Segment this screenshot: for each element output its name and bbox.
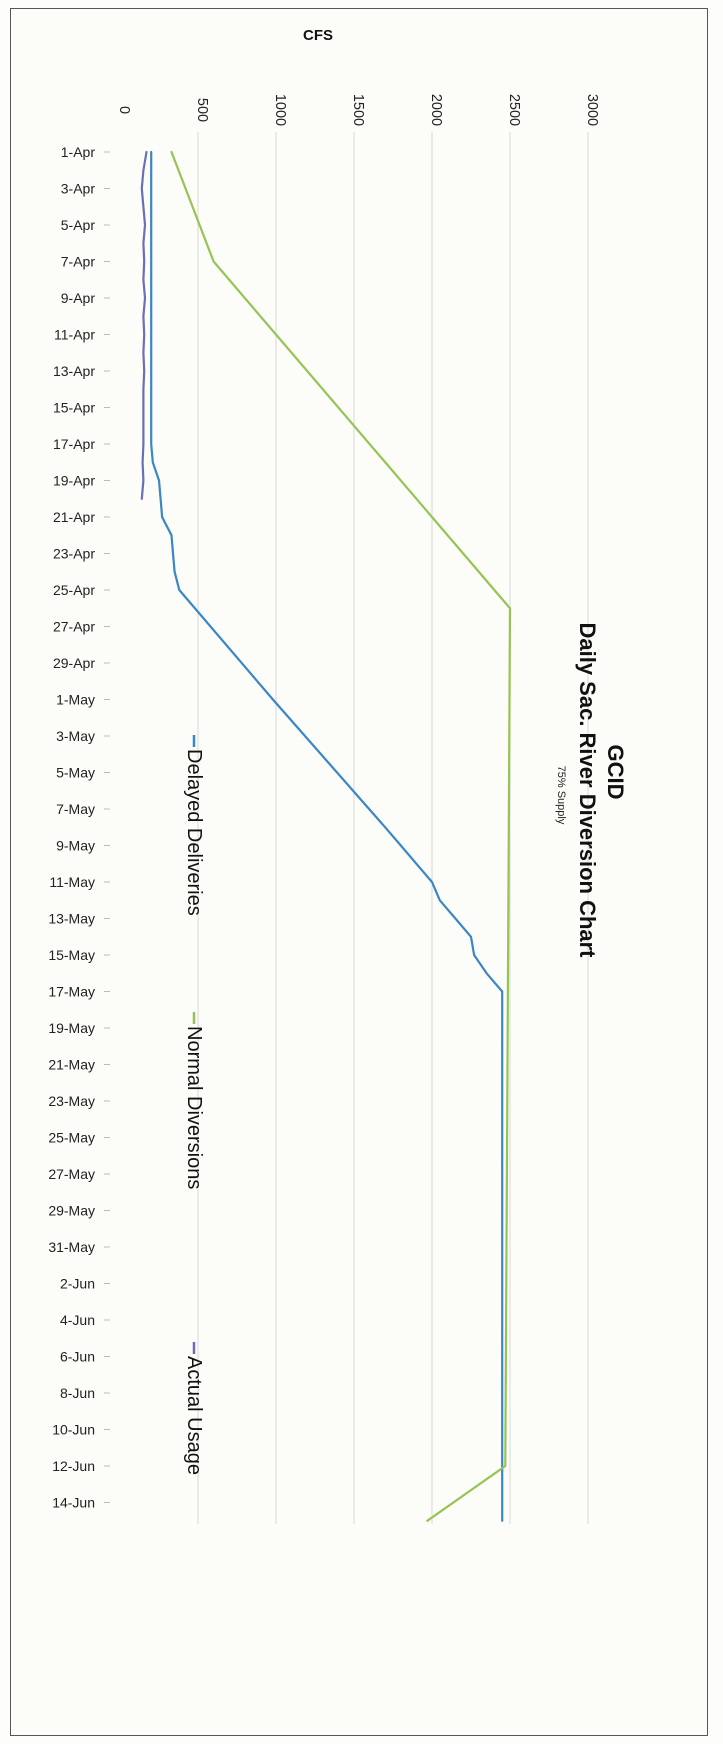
y-tick-label-1500: 1500 bbox=[350, 94, 366, 126]
chart-title: GCID bbox=[603, 745, 628, 800]
x-tick-label-13-May: 13-May bbox=[48, 911, 95, 927]
y-tick-label-3000: 3000 bbox=[584, 94, 600, 126]
x-tick-label-2-Jun: 2-Jun bbox=[60, 1276, 95, 1292]
x-tick-label-5-Apr: 5-Apr bbox=[61, 217, 96, 233]
x-tick-label-10-Jun: 10-Jun bbox=[52, 1422, 95, 1438]
x-tick-label-25-May: 25-May bbox=[48, 1130, 95, 1146]
y-tick-label-2000: 2000 bbox=[428, 94, 444, 126]
series-line-actual-usage bbox=[140, 150, 148, 500]
x-tick-label-29-May: 29-May bbox=[48, 1203, 95, 1219]
series-lines bbox=[140, 150, 512, 1522]
gridlines bbox=[197, 132, 589, 1524]
x-tick-label-7-Apr: 7-Apr bbox=[61, 254, 96, 270]
y-tick-labels: 0 500 1000 1500 2000 2500 3000 bbox=[116, 94, 600, 126]
x-tick-label-15-May: 15-May bbox=[48, 947, 95, 963]
x-tick-label-21-Apr: 21-Apr bbox=[53, 509, 95, 525]
x-tick-label-27-May: 27-May bbox=[48, 1166, 95, 1182]
x-tick-label-7-May: 7-May bbox=[56, 801, 95, 817]
x-tick-label-25-Apr: 25-Apr bbox=[53, 582, 95, 598]
legend-label-actual-usage: Actual Usage bbox=[183, 1356, 205, 1475]
y-tick-label-500: 500 bbox=[194, 98, 210, 122]
legend-label-normal-diversions: Normal Diversions bbox=[183, 1026, 205, 1189]
x-tick-label-23-May: 23-May bbox=[48, 1093, 95, 1109]
chart-titles: CFS GCID Daily Sac. River Diversion Char… bbox=[303, 27, 628, 958]
x-tick-label-13-Apr: 13-Apr bbox=[53, 363, 95, 379]
x-tick-label-9-Apr: 9-Apr bbox=[61, 290, 96, 306]
x-tick-label-11-Apr: 11-Apr bbox=[54, 327, 95, 343]
x-tick-label-4-Jun: 4-Jun bbox=[60, 1312, 95, 1328]
x-tick-label-23-Apr: 23-Apr bbox=[53, 546, 95, 562]
x-tick-label-1-May: 1-May bbox=[56, 692, 95, 708]
x-tick-label-5-May: 5-May bbox=[56, 765, 95, 781]
chart-subtitle: Daily Sac. River Diversion Chart bbox=[575, 622, 600, 958]
x-tick-label-1-Apr: 1-Apr bbox=[61, 144, 96, 160]
y-tick-label-0: 0 bbox=[116, 106, 132, 114]
x-tick-labels: 1-Apr 3-Apr 5-Apr 7-Apr 9-Apr 11-Apr 13-Apr 15-… bbox=[48, 144, 110, 1511]
y-tick-label-2500: 2500 bbox=[506, 94, 522, 126]
series-line-delayed-deliveries bbox=[150, 150, 504, 1522]
x-tick-label-11-May: 11-May bbox=[49, 874, 95, 890]
page-frame bbox=[10, 8, 708, 1736]
x-tick-label-31-May: 31-May bbox=[48, 1239, 95, 1255]
y-axis-title: CFS bbox=[303, 27, 333, 44]
x-tick-label-9-May: 9-May bbox=[56, 838, 95, 854]
x-tick-label-29-Apr: 29-Apr bbox=[53, 655, 95, 671]
legend-label-delayed-deliveries: Delayed Deliveries bbox=[183, 749, 205, 916]
x-tick-label-21-May: 21-May bbox=[48, 1057, 95, 1073]
y-tick-label-1000: 1000 bbox=[272, 94, 288, 126]
x-tick-label-19-Apr: 19-Apr bbox=[53, 473, 95, 489]
series-line-normal-diversions bbox=[170, 150, 512, 1522]
x-tick-label-14-Jun: 14-Jun bbox=[52, 1495, 95, 1511]
x-tick-label-12-Jun: 12-Jun bbox=[52, 1458, 95, 1474]
x-tick-label-15-Apr: 15-Apr bbox=[53, 400, 95, 416]
legend: Delayed Deliveries Normal Diversions Actua… bbox=[183, 735, 205, 1475]
x-tick-label-27-Apr: 27-Apr bbox=[53, 619, 95, 635]
x-tick-label-17-Apr: 17-Apr bbox=[53, 436, 95, 452]
x-tick-label-17-May: 17-May bbox=[48, 984, 95, 1000]
x-tick-label-3-May: 3-May bbox=[56, 728, 95, 744]
x-tick-label-8-Jun: 8-Jun bbox=[60, 1385, 95, 1401]
x-tick-label-19-May: 19-May bbox=[48, 1020, 95, 1036]
x-tick-label-6-Jun: 6-Jun bbox=[60, 1349, 95, 1365]
chart-note: 75% Supply bbox=[555, 766, 567, 825]
x-tick-label-3-Apr: 3-Apr bbox=[61, 181, 96, 197]
